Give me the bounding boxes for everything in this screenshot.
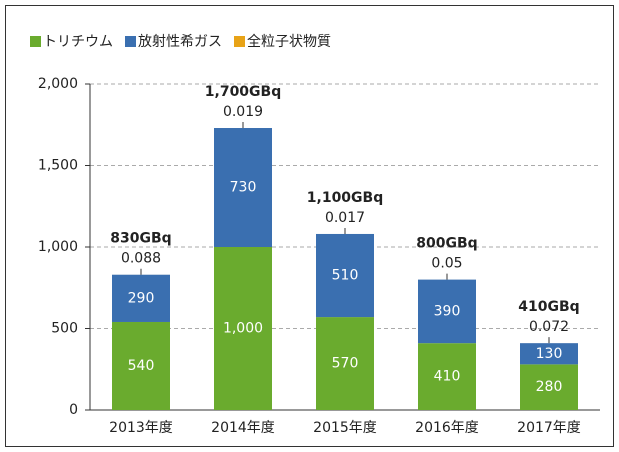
total-label: 800GBq bbox=[416, 236, 477, 252]
bar-segment bbox=[520, 343, 578, 365]
value-label: 290 bbox=[128, 290, 155, 306]
value-label: 390 bbox=[434, 303, 461, 319]
y-tick-label: 1,000 bbox=[38, 239, 78, 255]
total-label: 830GBq bbox=[110, 231, 171, 247]
bar-segment bbox=[214, 128, 272, 247]
bar-segment bbox=[520, 364, 578, 410]
legend-swatch bbox=[30, 36, 41, 47]
y-tick-label: 0 bbox=[69, 402, 78, 418]
total-label: 410GBq bbox=[518, 299, 579, 315]
value-label: 510 bbox=[332, 268, 359, 284]
value-label: 0.088 bbox=[121, 251, 161, 267]
value-label: 410 bbox=[434, 369, 461, 385]
total-label: 1,100GBq bbox=[307, 190, 383, 206]
bar-segment bbox=[418, 279, 476, 344]
bar-segment bbox=[316, 233, 374, 318]
value-label: 130 bbox=[536, 346, 563, 362]
x-tick-label: 2017年度 bbox=[517, 420, 581, 436]
value-label: 0.019 bbox=[223, 104, 263, 120]
bar-segment bbox=[418, 343, 476, 410]
x-tick-label: 2013年度 bbox=[109, 420, 173, 436]
value-label: 280 bbox=[536, 379, 563, 395]
value-label: 540 bbox=[128, 358, 155, 374]
y-tick-label: 500 bbox=[51, 321, 78, 337]
frame bbox=[5, 5, 614, 447]
total-label: 1,700GBq bbox=[205, 84, 281, 100]
value-label: 0.017 bbox=[325, 210, 365, 226]
x-tick-label: 2014年度 bbox=[211, 420, 275, 436]
value-label: 0.05 bbox=[431, 256, 462, 272]
value-label: 1,000 bbox=[223, 321, 263, 337]
value-label: 570 bbox=[332, 356, 359, 372]
y-tick-label: 1,500 bbox=[38, 158, 78, 174]
x-tick-label: 2015年度 bbox=[313, 420, 377, 436]
bar-segment bbox=[112, 274, 170, 322]
legend-label: 全粒子状物質 bbox=[247, 33, 331, 50]
legend-swatch bbox=[234, 36, 245, 47]
value-label: 730 bbox=[230, 180, 257, 196]
bar-segment bbox=[112, 321, 170, 410]
bar-segment bbox=[214, 247, 272, 410]
legend-label: 放射性希ガス bbox=[138, 34, 222, 50]
legend-label: トリチウム bbox=[43, 34, 113, 50]
legend-swatch bbox=[125, 36, 136, 47]
y-tick-label: 2,000 bbox=[38, 76, 78, 92]
value-label: 0.072 bbox=[529, 319, 569, 335]
bar-segment bbox=[316, 317, 374, 410]
x-tick-label: 2016年度 bbox=[415, 420, 479, 436]
